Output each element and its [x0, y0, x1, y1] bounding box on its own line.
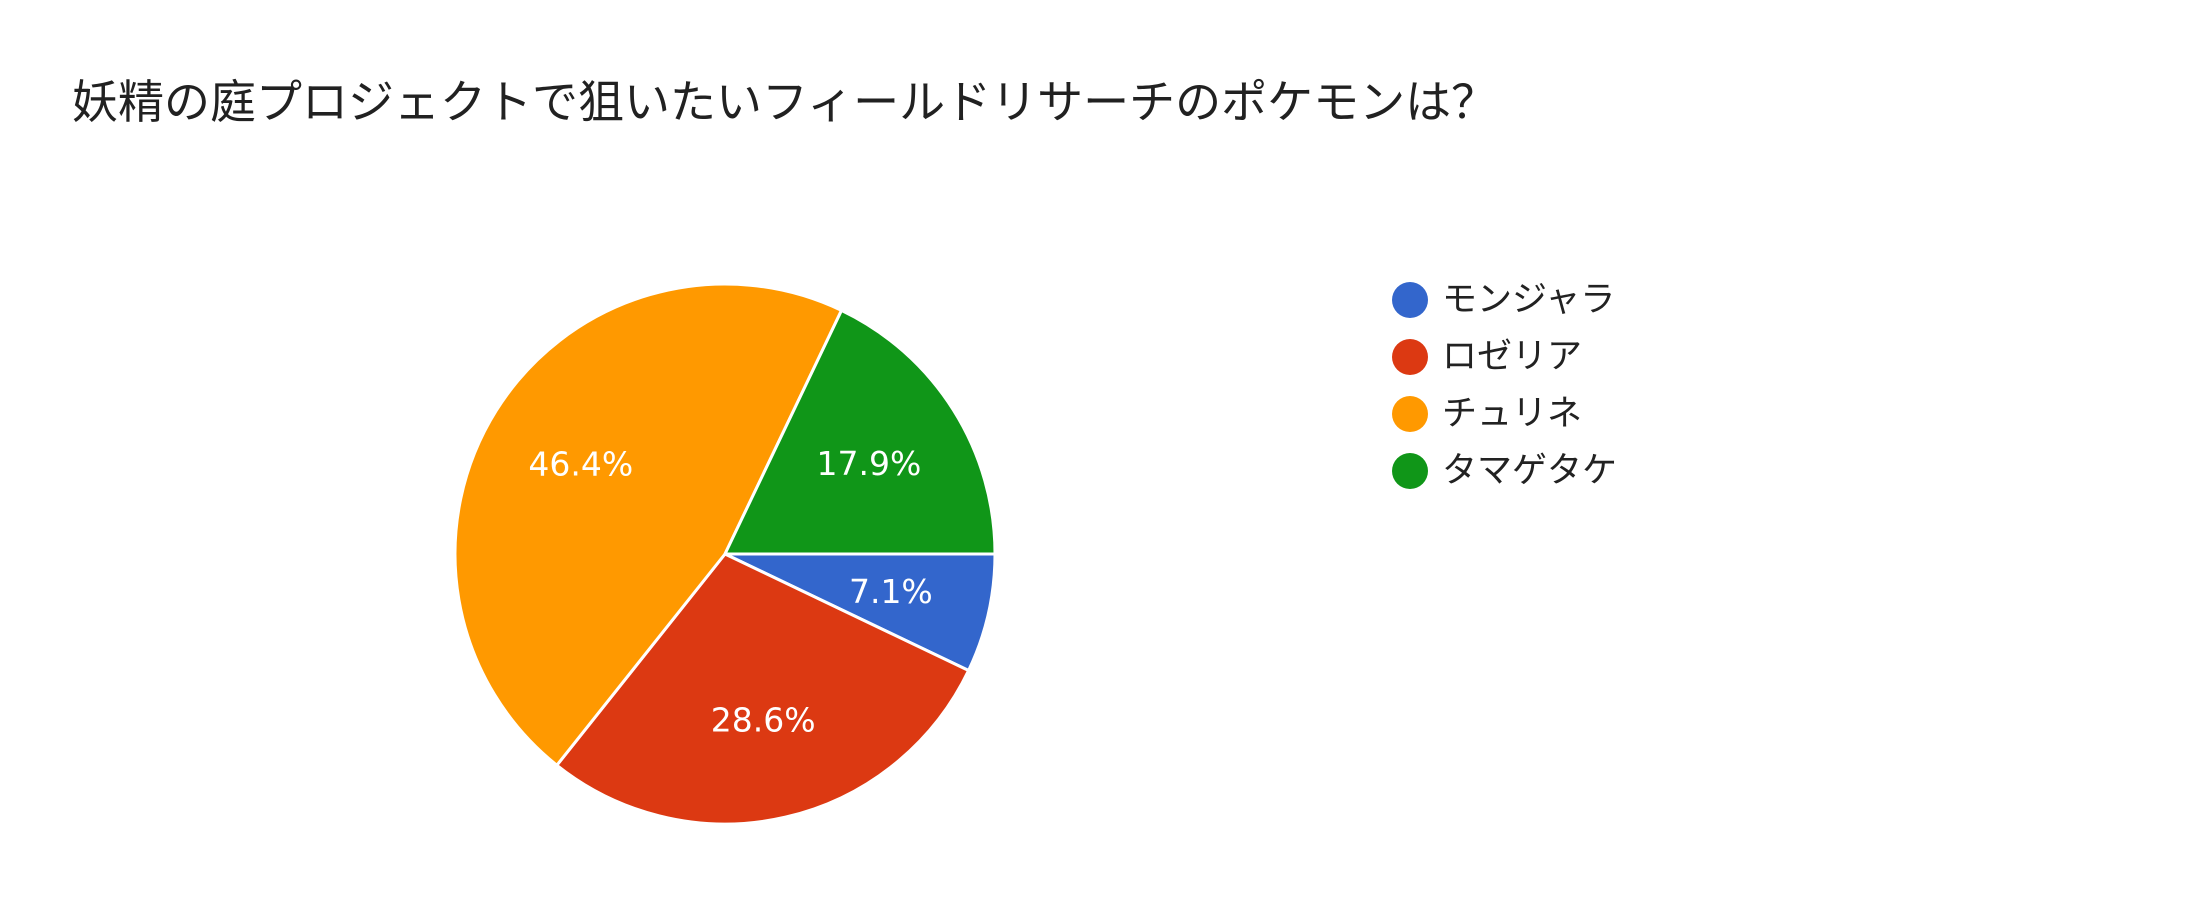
legend-label-1: モンジャラ [1442, 280, 1615, 320]
legend-item-2: ロゼリア [1392, 337, 1582, 377]
pie-slice-1 [723, 552, 997, 672]
slice-value-label-1: 7.1% [849, 572, 933, 611]
pie-slice-labels: 7.1% 28.6% 46.4% 17.9% [528, 444, 932, 739]
legend-item-1: モンジャラ [1392, 280, 1615, 320]
legend-label-3: チュリネ [1442, 394, 1582, 434]
pie-slices [453, 282, 997, 826]
chart-title: 妖精の庭プロジェクトで狙いたいフィールドリサーチのポケモンは？ [72, 75, 1497, 129]
legend-label-2: ロゼリア [1442, 337, 1582, 377]
slice-value-label-4: 17.9% [816, 444, 921, 483]
legend-item-3: チュリネ [1392, 394, 1582, 434]
legend-item-4: タマゲタケ [1392, 451, 1617, 491]
pie-slice-3 [453, 282, 843, 767]
legend-label-4: タマゲタケ [1442, 451, 1617, 491]
legend-swatch-1 [1392, 282, 1428, 318]
legend-swatch-4 [1392, 453, 1428, 489]
legend-swatch-3 [1392, 396, 1428, 432]
pie-slice-4 [723, 308, 997, 556]
pie-slice-2 [555, 552, 971, 826]
slice-value-label-3: 46.4% [528, 444, 633, 483]
slice-value-label-2: 28.6% [711, 700, 816, 739]
legend-swatch-2 [1392, 339, 1428, 375]
